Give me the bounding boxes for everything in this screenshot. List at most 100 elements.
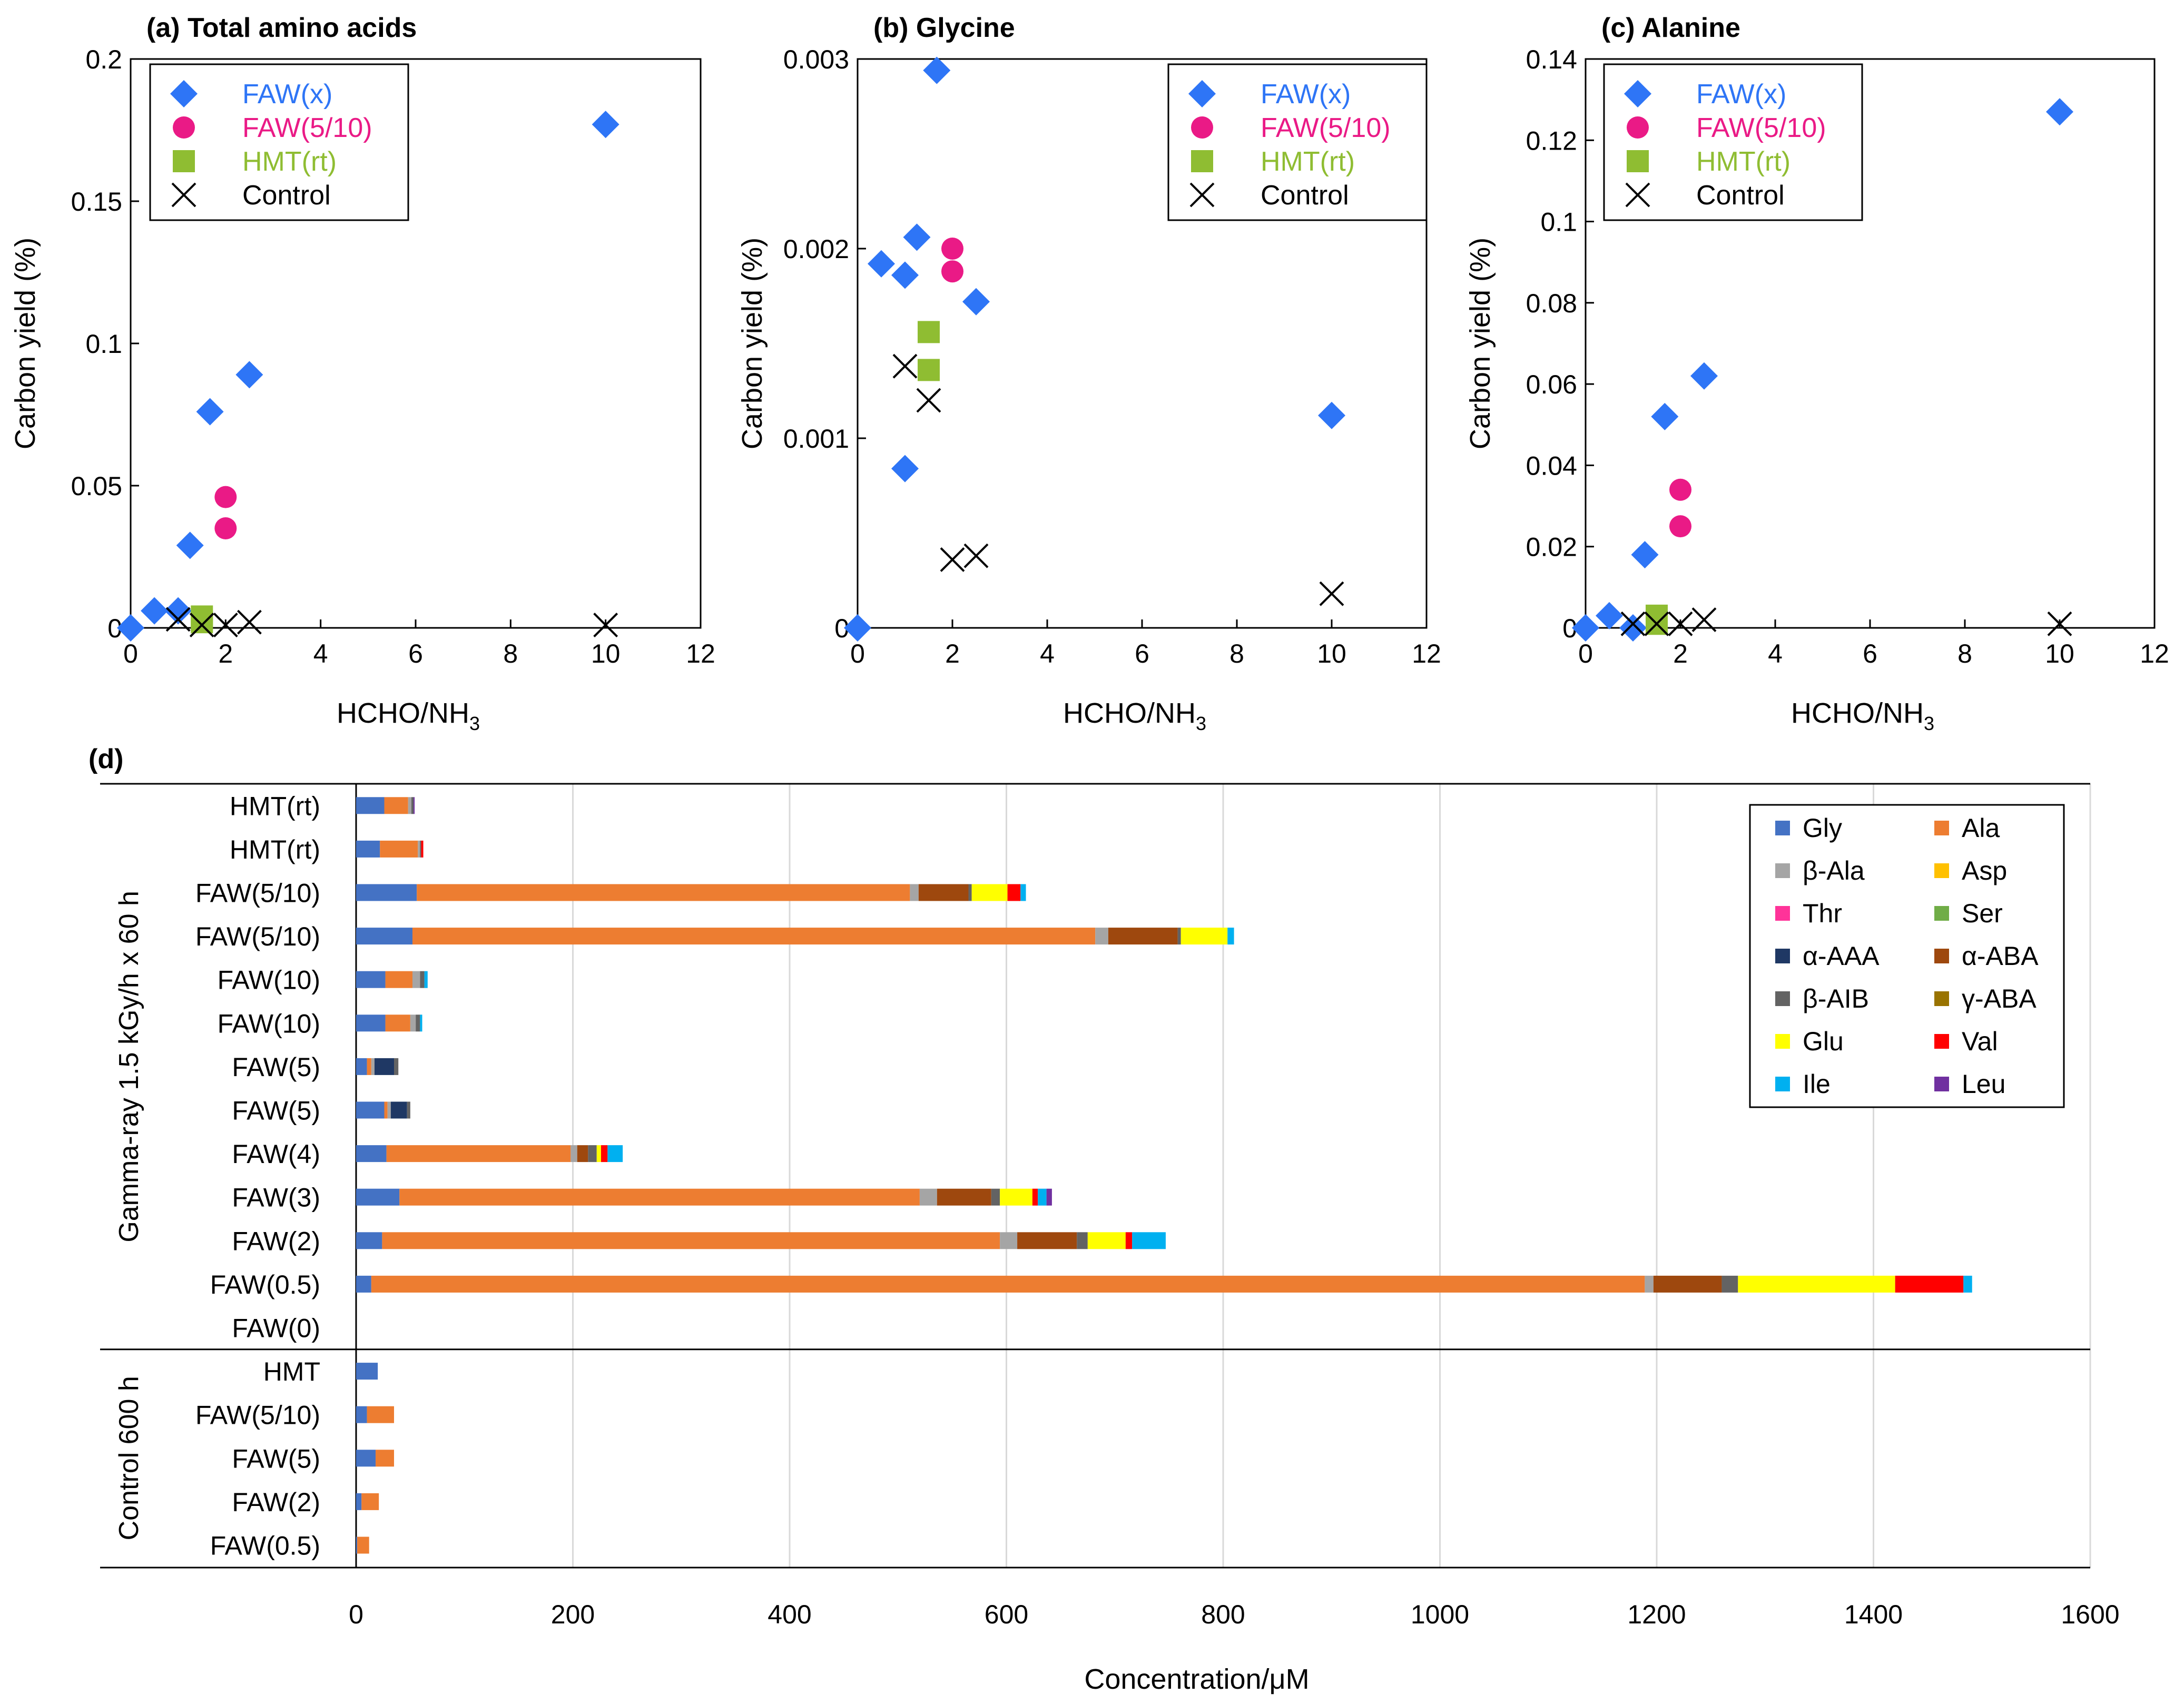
data-point-faw-x: [923, 56, 951, 84]
legend-label-hmt-rt: HMT(rt): [242, 146, 337, 177]
category-label: FAW(5/10): [195, 879, 320, 908]
bar-segment-aib: [411, 797, 414, 814]
stacked-bar-panel-concentration: (d) 0 200 400 600 800 1000 1200 1400 1600 Concentr…: [88, 744, 2120, 1695]
bar-segment-gly: [356, 1014, 386, 1032]
bar-segment-gly: [356, 1450, 376, 1467]
bar-segment-aib: [968, 884, 972, 901]
bar-segment-aib: [991, 1188, 1000, 1206]
data-point-hmt-rt: [918, 359, 940, 381]
data-point-faw-x: [141, 597, 169, 625]
category-label: FAW(5/10): [195, 1401, 320, 1430]
data-point-faw-x: [117, 614, 144, 642]
bar-segment-gly: [356, 971, 386, 988]
legend-marker-control: [1189, 182, 1215, 208]
bar-segment-val: [1895, 1275, 1964, 1293]
bar-segment-ile: [1132, 1232, 1166, 1249]
bar-segment-aba: [1108, 928, 1178, 945]
legend-swatch-asp: [1934, 863, 1949, 878]
data-point-control: [593, 613, 618, 638]
y-tick-label: 0.02: [1526, 533, 1577, 562]
x-tick-label: 0: [123, 639, 138, 668]
legend-label-val: Val: [1962, 1027, 1998, 1056]
data-point-faw-x: [592, 111, 619, 139]
bar-segment-aib: [407, 1101, 410, 1119]
y-tick-label: 0.15: [71, 187, 122, 216]
data-point-faw-x: [164, 597, 192, 625]
bar-segment-glu: [1738, 1275, 1895, 1293]
bar-segment-ala: [385, 971, 412, 988]
x-tick-label: 8: [1957, 639, 1972, 668]
x-tick-label: 12: [686, 639, 715, 668]
bar-segment-ala: [386, 1145, 571, 1163]
legend-label-faw-5-10: FAW(5/10): [1261, 113, 1391, 143]
x-tick-label: 600: [985, 1600, 1028, 1629]
bar-segment-gly: [356, 1058, 367, 1075]
bar-segment-ala: [919, 1188, 937, 1206]
data-point-faw-5-10: [941, 238, 963, 260]
bar-segment-aib: [416, 1014, 420, 1032]
bar-segment-aib: [420, 840, 421, 858]
data-point-control: [963, 543, 989, 568]
data-point-faw-x: [1631, 541, 1659, 569]
category-label: HMT(rt): [230, 835, 320, 864]
bar-segment-val: [1007, 884, 1021, 901]
y-tick-label: 0.001: [783, 424, 849, 454]
y-tick-label: 0.1: [85, 329, 122, 359]
bar-segment-gly: [356, 840, 380, 858]
x-tick-label: 800: [1201, 1600, 1245, 1629]
category-label: HMT: [263, 1357, 320, 1386]
data-point-faw-x: [2046, 98, 2073, 126]
bar-segment-ala: [385, 1014, 410, 1032]
y-axis-label: Carbon yield (%): [736, 238, 768, 449]
bar-segment-ala: [387, 1101, 391, 1119]
bar-segment-aib: [420, 971, 425, 988]
bar-segment-glu: [971, 884, 1008, 901]
data-point-hmt-rt: [191, 611, 213, 634]
x-tick-label: 6: [1863, 639, 1877, 668]
legend-label-ser: Ser: [1962, 899, 2003, 928]
legend-label-faw-x: FAW(x): [1261, 79, 1351, 110]
y-tick-label: 0.05: [71, 471, 122, 501]
x-tick-label: 1200: [1627, 1600, 1686, 1629]
data-point-control: [1319, 581, 1344, 606]
data-point-faw-x: [176, 531, 204, 559]
panel-title: (d): [88, 744, 123, 774]
legend-label-faw-5-10: FAW(5/10): [1696, 113, 1826, 143]
bar-segment-glu: [596, 1145, 601, 1163]
group-label: Gamma-ray 1.5 kGy/h x 60 h: [114, 891, 144, 1243]
data-point-faw-x: [1619, 614, 1647, 642]
x-axis-label-subscript: 3: [1924, 713, 1934, 734]
bar-segment-ile: [424, 971, 428, 988]
x-tick-label: 6: [1135, 639, 1149, 668]
legend-label-aaa: α-AAA: [1803, 941, 1880, 971]
bar-segment-ala: [371, 1275, 1645, 1293]
legend-swatch-leu: [1934, 1077, 1949, 1091]
bar-segment-ala: [410, 1014, 416, 1032]
bar-segment-aib: [588, 1145, 597, 1163]
legend-marker-control: [1625, 182, 1650, 208]
bar-segment-gly: [356, 1493, 362, 1510]
bar-segment-gly: [356, 1145, 387, 1163]
data-point-faw-x: [844, 614, 871, 642]
legend-label-asp: Asp: [1962, 856, 2007, 885]
data-point-faw-5-10: [941, 260, 963, 283]
legend-label-hmt-rt: HMT(rt): [1261, 146, 1355, 177]
bar-segment-ala: [361, 1493, 379, 1510]
bar-segment-ala: [1000, 1232, 1018, 1249]
category-label: FAW(5): [232, 1052, 320, 1082]
category-label: FAW(10): [218, 966, 320, 995]
legend-label-thr: Thr: [1803, 899, 1842, 928]
x-tick-label: 0: [850, 639, 865, 668]
legend-label-glu: Glu: [1803, 1027, 1844, 1056]
y-axis-label: Carbon yield (%): [1464, 238, 1496, 449]
data-point-control: [165, 607, 191, 632]
bar-segment-glu: [1087, 1232, 1126, 1249]
legend-swatch-aba: [1934, 949, 1949, 963]
bar-segment-aba: [918, 884, 969, 901]
legend-label-control: Control: [1696, 180, 1785, 211]
bar-segment-aaa: [374, 1058, 395, 1075]
legend-label-ala: Ala: [1962, 813, 2000, 843]
bar-segment-glu: [1180, 928, 1228, 945]
legend-label-ile: Ile: [1803, 1069, 1831, 1099]
bar-segment-ala: [399, 1188, 920, 1206]
